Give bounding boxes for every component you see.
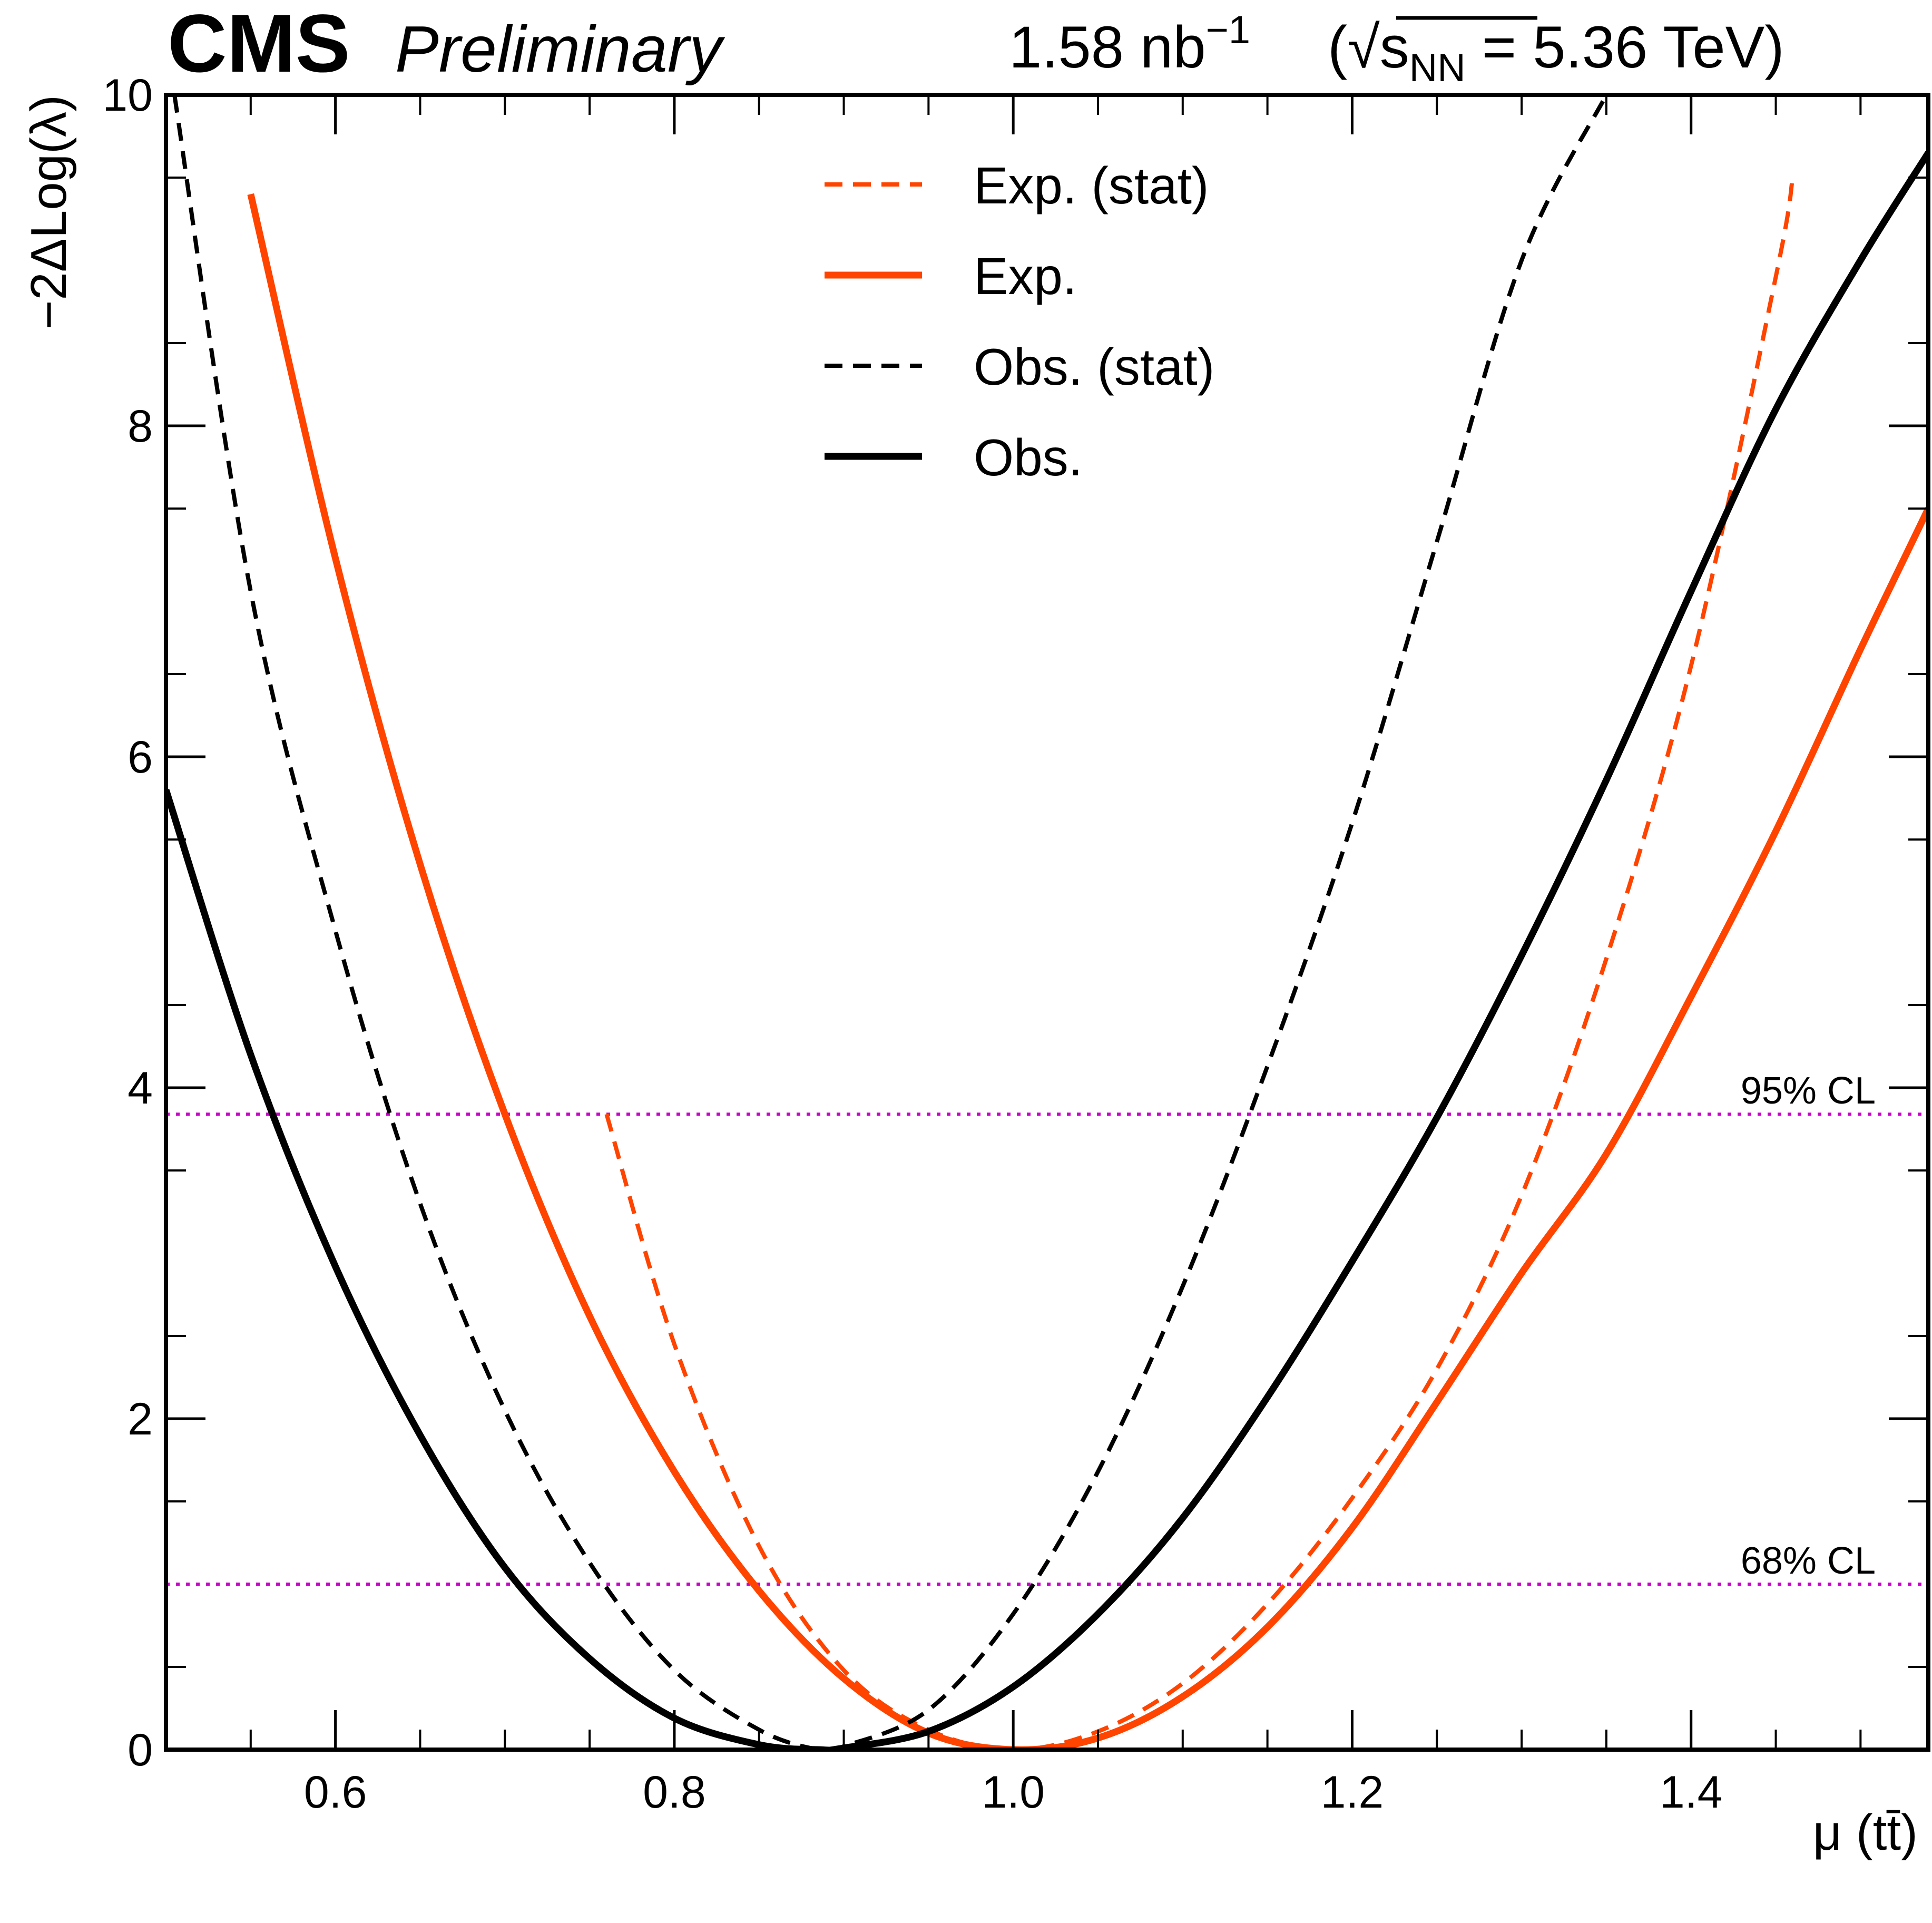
energy-sqrt: √	[1347, 14, 1380, 80]
y-tick-label: 8	[128, 401, 153, 452]
y-tick-label: 0	[128, 1725, 153, 1775]
energy-subscript: NN	[1409, 46, 1466, 90]
legend: Exp. (stat) Exp. Obs. (stat) Obs.	[825, 157, 1214, 486]
y-tick-label: 4	[128, 1063, 153, 1114]
series-line	[604, 177, 1795, 1750]
y-tick-label: 10	[102, 70, 153, 121]
status-label: Preliminary	[395, 13, 725, 86]
chart-header: CMS Preliminary 1.58 nb−1 (√sNN = 5.36 T…	[168, 0, 1784, 90]
x-tick-label: 0.6	[304, 1767, 367, 1818]
cl-label: 95% CL	[1741, 1070, 1876, 1112]
series-line	[247, 193, 1928, 1750]
legend-label: Obs.	[974, 428, 1083, 486]
legend-label: Exp.	[974, 247, 1077, 305]
cl-label: 68% CL	[1741, 1540, 1876, 1582]
luminosity-label: 1.58 nb−1	[1009, 8, 1250, 80]
energy-value: = 5.36 TeV)	[1466, 14, 1784, 80]
y-tick-label: 6	[128, 732, 153, 783]
legend-label: Obs. (stat)	[974, 338, 1214, 396]
legend-label: Exp. (stat)	[974, 157, 1209, 214]
luminosity-exponent: −1	[1206, 8, 1250, 52]
likelihood-curves	[166, 95, 1928, 1750]
x-tick-label: 1.0	[982, 1767, 1045, 1818]
axes: 0.6 0.8 1.0 1.2 1.4 0 2 4 6 8 10	[102, 70, 1928, 1818]
series-line	[166, 151, 1928, 1750]
y-tick-label: 2	[128, 1394, 153, 1444]
plot-frame	[164, 93, 1930, 1752]
energy-s: s	[1380, 14, 1409, 80]
energy-label: (√sNN = 5.36 TeV)	[1328, 14, 1784, 90]
luminosity-value: 1.58 nb	[1009, 14, 1206, 80]
x-tick-label: 0.8	[643, 1767, 706, 1818]
x-axis-label: μ (tt̄)	[1813, 1804, 1918, 1861]
series-line	[172, 95, 1609, 1750]
energy-prefix: (	[1328, 14, 1347, 80]
confidence-level-lines: 68% CL 95% CL	[166, 1070, 1928, 1586]
y-axis-label: −2ΔLog(λ)	[21, 95, 77, 330]
x-tick-label: 1.2	[1321, 1767, 1384, 1818]
x-tick-label: 1.4	[1660, 1767, 1723, 1818]
experiment-label: CMS	[168, 0, 350, 90]
